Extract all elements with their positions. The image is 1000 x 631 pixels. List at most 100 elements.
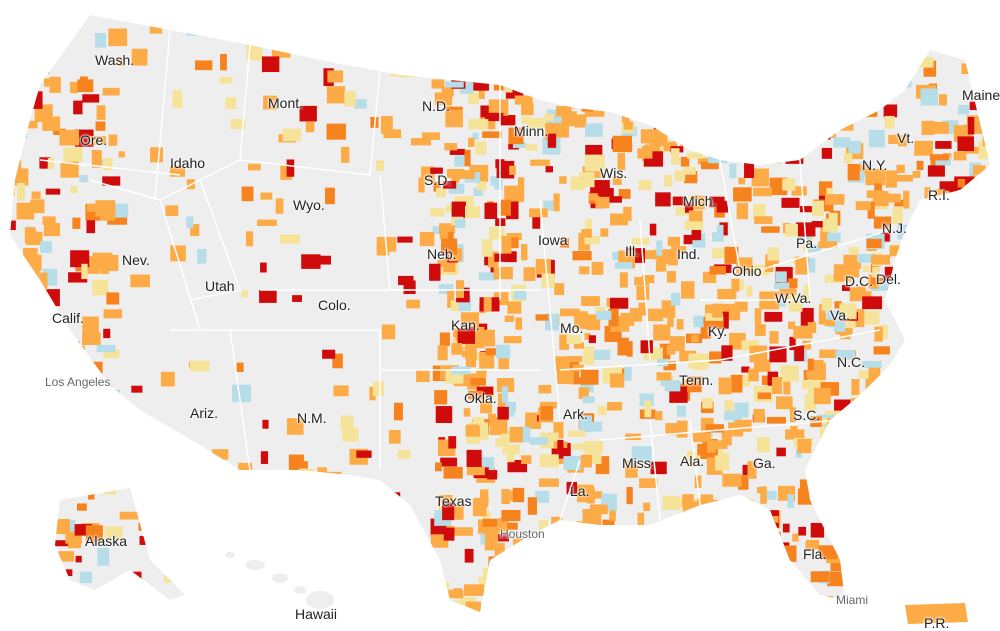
state-label: R.I.: [928, 187, 950, 203]
county-patch: [818, 313, 827, 325]
county-patch: [589, 193, 598, 201]
county-patch: [91, 149, 102, 168]
county-patch: [439, 61, 460, 70]
county-patch: [637, 594, 646, 612]
county-patch: [990, 565, 1000, 577]
county-patch: [581, 54, 591, 72]
county-patch: [466, 449, 482, 467]
county-patch: [674, 84, 692, 100]
county-patch: [632, 15, 647, 22]
county-patch: [905, 37, 919, 47]
county-patch: [894, 411, 913, 418]
county-patch: [521, 455, 532, 464]
county-patch: [961, 379, 969, 397]
county-patch: [676, 36, 693, 53]
state-border: [154, 29, 171, 201]
county-patch: [651, 550, 666, 561]
county-patch: [901, 465, 908, 476]
county-patch: [463, 408, 471, 417]
county-patch: [188, 609, 200, 612]
county-patch: [867, 201, 875, 219]
county-patch: [957, 178, 966, 188]
county-patch: [333, 385, 349, 397]
county-patch: [107, 215, 128, 225]
county-patch: [661, 116, 678, 132]
county-patch: [947, 524, 958, 539]
county-patch: [834, 301, 842, 309]
state-label: Mo.: [560, 320, 584, 336]
county-patch: [797, 588, 805, 603]
county-patch: [729, 163, 737, 179]
county-patch: [451, 201, 466, 218]
county-patch: [645, 599, 659, 607]
county-patch: [65, 531, 83, 544]
county-patch: [514, 95, 533, 105]
county-patch: [488, 413, 496, 427]
county-patch: [864, 554, 878, 563]
county-patch: [570, 377, 585, 385]
county-patch: [949, 470, 957, 478]
county-patch: [977, 246, 990, 258]
county-patch: [600, 567, 617, 576]
county-patch: [499, 66, 520, 75]
county-patch: [969, 101, 979, 111]
county-patch: [917, 538, 928, 548]
county-patch: [617, 39, 632, 47]
county-patch: [582, 19, 599, 33]
county-patch: [539, 520, 548, 533]
county-patch: [585, 123, 603, 137]
county-patch: [241, 290, 248, 298]
county-patch: [592, 15, 602, 16]
county-patch: [886, 467, 901, 486]
county-patch: [437, 30, 444, 43]
county-patch: [988, 555, 990, 563]
county-patch: [464, 584, 484, 596]
county-patch: [429, 617, 437, 627]
county-patch: [625, 460, 638, 478]
county-patch: [489, 533, 509, 542]
county-patch: [922, 231, 932, 240]
county-patch: [797, 439, 812, 454]
county-patch: [745, 555, 762, 572]
county-patch: [688, 524, 708, 536]
county-patch: [609, 504, 616, 522]
county-patch: [724, 410, 737, 421]
county-patch: [826, 55, 840, 68]
county-patch: [58, 551, 75, 560]
county-patch: [345, 588, 363, 606]
county-patch: [529, 437, 548, 445]
county-patch: [971, 389, 988, 399]
county-patch: [326, 86, 346, 104]
county-patch: [482, 15, 490, 26]
county-patch: [785, 52, 797, 63]
county-patch: [13, 168, 29, 186]
county-patch: [680, 25, 689, 43]
county-patch: [734, 402, 749, 418]
county-patch: [754, 574, 762, 584]
county-patch: [464, 149, 471, 167]
state-label: Wyo.: [293, 197, 325, 213]
county-patch: [24, 227, 36, 244]
county-patch: [484, 20, 495, 30]
county-patch: [826, 515, 843, 531]
county-patch: [20, 120, 38, 129]
county-patch: [851, 475, 859, 486]
county-patch: [914, 573, 922, 592]
county-patch: [871, 504, 884, 518]
county-patch: [901, 395, 920, 403]
county-patch: [730, 374, 743, 393]
county-patch: [631, 446, 652, 463]
county-patch: [119, 511, 140, 520]
county-patch: [501, 489, 510, 505]
county-patch: [754, 216, 773, 225]
county-patch: [764, 139, 773, 155]
county-patch: [839, 48, 847, 61]
county-patch: [43, 524, 56, 537]
county-patch: [748, 104, 760, 122]
county-patch: [75, 431, 93, 438]
county-patch: [612, 251, 621, 261]
county-patch: [46, 594, 55, 608]
county-patch: [983, 336, 990, 352]
county-patch: [519, 584, 538, 598]
state-label: Maine: [962, 87, 1000, 103]
